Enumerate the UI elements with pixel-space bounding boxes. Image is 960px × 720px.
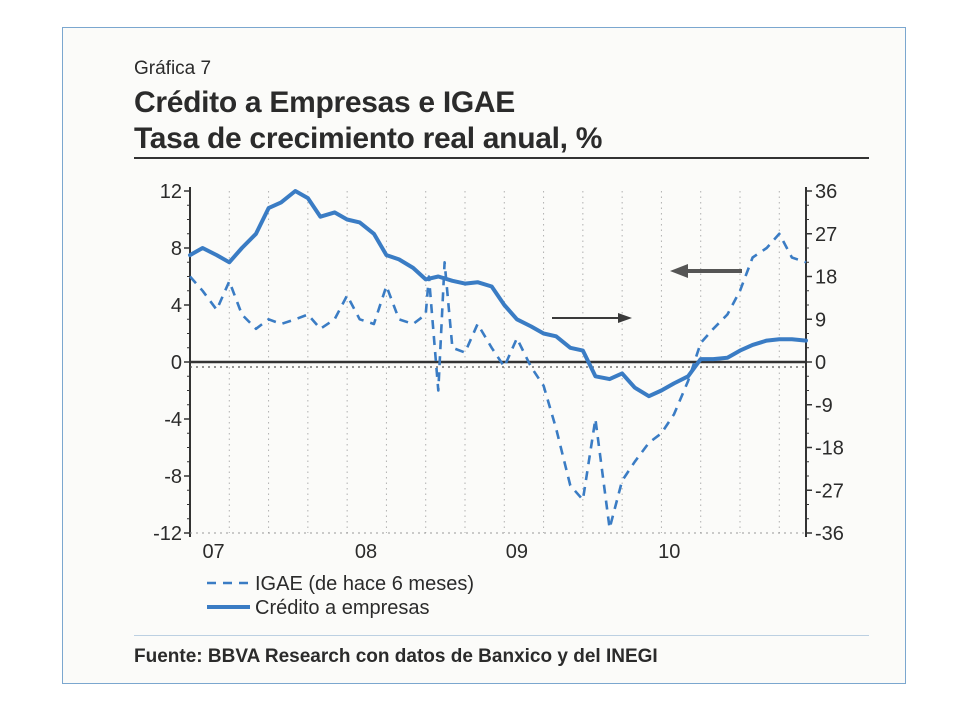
left-tick-label: 12 [160, 181, 182, 203]
x-tick-label: 08 [355, 541, 377, 563]
right-tick-label: 36 [815, 181, 837, 203]
chart-subtitle: Tasa de crecimiento real anual, % [134, 122, 603, 155]
right-tick-label: 0 [815, 352, 826, 374]
left-tick-label: 0 [171, 352, 182, 374]
right-tick-label: -9 [815, 395, 833, 417]
tick-labels: 12 8 4 0 -4 -8 -12 36 27 18 9 0 -9 -18 -27 -36 07 08 09 10 [153, 181, 844, 563]
left-tick-label: 4 [171, 295, 182, 317]
right-arrow-head [618, 313, 632, 323]
x-tick-label: 09 [506, 541, 528, 563]
legend: IGAE (de hace 6 meses)Crédito a empresas [207, 573, 474, 619]
left-tick-label: 8 [171, 238, 182, 260]
right-tick-label: 18 [815, 267, 837, 289]
source-note: Fuente: BBVA Research con datos de Banxi… [134, 646, 658, 667]
figure-frame [62, 27, 906, 684]
right-tick-label: 27 [815, 224, 837, 246]
right-tick-label: -27 [815, 480, 844, 502]
legend-label-credito: Crédito a empresas [255, 597, 430, 619]
x-tick-label: 10 [658, 541, 680, 563]
source-rule [134, 635, 869, 636]
series-lines [188, 189, 808, 530]
axes [184, 187, 812, 537]
annotations [552, 264, 742, 323]
right-tick-label: -36 [815, 523, 844, 545]
left-arrow-head [670, 264, 688, 278]
left-tick-label: -4 [164, 409, 182, 431]
x-tick-label: 07 [202, 541, 224, 563]
right-tick-label: 9 [815, 309, 826, 331]
credito-series-line [188, 189, 808, 399]
right-tick-label: -18 [815, 438, 844, 460]
igae-series-line [189, 232, 807, 530]
left-tick-label: -8 [164, 466, 182, 488]
title-rule [134, 157, 869, 159]
chart-title: Crédito a Empresas e IGAE [134, 86, 515, 119]
figure-number: Gráfica 7 [134, 58, 212, 79]
left-tick-label: -12 [153, 523, 182, 545]
legend-label-igae: IGAE (de hace 6 meses) [255, 573, 474, 595]
